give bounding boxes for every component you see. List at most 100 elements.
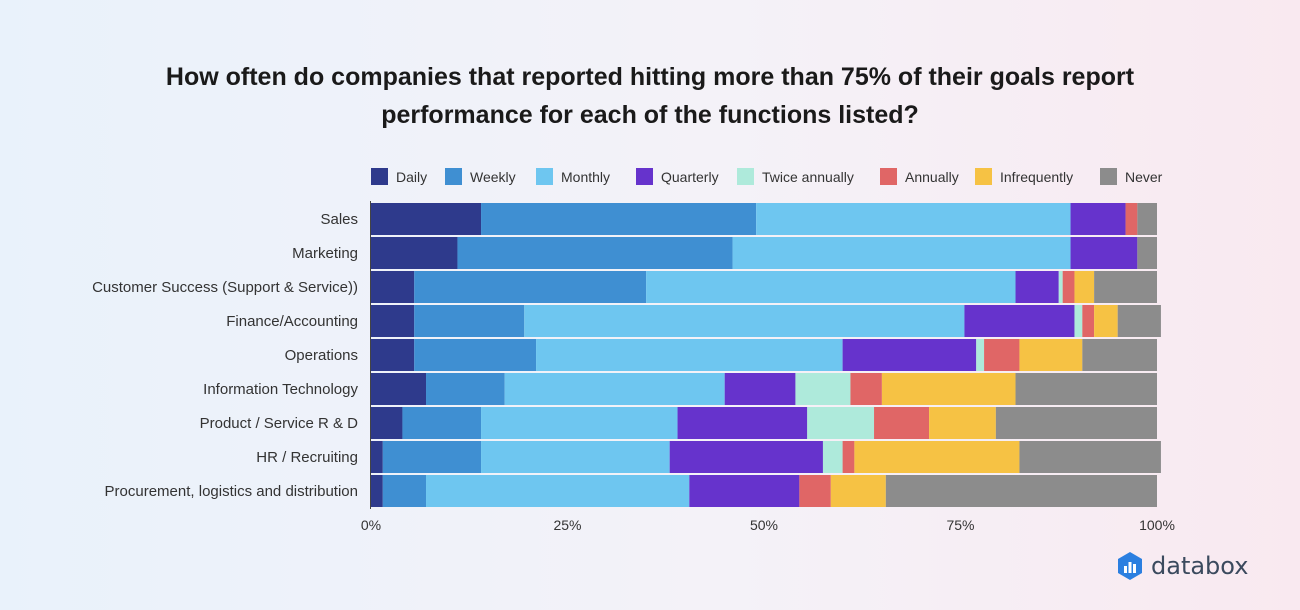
bar-segment-quarterly	[1070, 203, 1126, 235]
chart-title: How often do companies that reported hit…	[0, 58, 1300, 134]
bar-segment-monthly	[504, 373, 725, 405]
legend-label-annually: Annually	[905, 169, 959, 185]
legend-swatch-twice-annually	[737, 168, 754, 185]
category-label: Marketing	[292, 245, 358, 262]
x-tick-label: 75%	[946, 517, 974, 533]
bar-segment-quarterly	[1015, 271, 1059, 303]
bar-segment-quarterly	[669, 441, 823, 473]
bar-segment-never	[1094, 271, 1157, 303]
bar-segment-quarterly	[964, 305, 1075, 337]
bar-segment-twice-annually	[976, 339, 985, 371]
bar-segment-never	[1082, 339, 1157, 371]
bar-segment-twice-annually	[795, 373, 851, 405]
x-tick-label: 25%	[553, 517, 581, 533]
bar-segment-daily	[371, 339, 415, 371]
category-label: Procurement, logistics and distribution	[105, 483, 358, 500]
bar-segment-weekly	[414, 339, 537, 371]
bar-segment-weekly	[382, 441, 482, 473]
category-label: Sales	[320, 211, 358, 228]
bar-segment-infrequently	[854, 441, 1020, 473]
bar-segment-infrequently	[929, 407, 996, 439]
legend-swatch-weekly	[445, 168, 462, 185]
legend-label-monthly: Monthly	[561, 169, 610, 185]
bar-segment-annually	[874, 407, 930, 439]
legend-label-infrequently: Infrequently	[1000, 169, 1073, 185]
databox-logo: databox	[1116, 550, 1248, 582]
bar-segment-infrequently	[1019, 339, 1083, 371]
category-label: Information Technology	[203, 381, 358, 398]
bar-segment-daily	[371, 305, 415, 337]
bar-segment-twice-annually	[822, 441, 843, 473]
bar-segment-twice-annually	[1074, 305, 1083, 337]
bar-segment-daily	[371, 237, 458, 269]
bar-segment-never	[1137, 203, 1157, 235]
databox-icon	[1118, 552, 1142, 580]
bar-segment-weekly	[457, 237, 733, 269]
bar-segment-weekly	[426, 373, 505, 405]
bar-segment-infrequently	[1094, 305, 1118, 337]
bar-segment-monthly	[536, 339, 843, 371]
category-label: Product / Service R & D	[200, 415, 359, 432]
bar-segment-daily	[371, 475, 383, 507]
bar-segment-daily	[371, 373, 427, 405]
bar-segment-quarterly	[724, 373, 796, 405]
bar-segment-infrequently	[1074, 271, 1095, 303]
bar-segment-monthly	[756, 203, 1071, 235]
bar-segment-weekly	[382, 475, 427, 507]
x-tick-label: 0%	[361, 517, 381, 533]
category-label: Operations	[285, 347, 358, 364]
x-tick-label: 100%	[1139, 517, 1175, 533]
bar-segment-annually	[984, 339, 1020, 371]
legend-label-twice-annually: Twice annually	[762, 169, 854, 185]
bar-segment-never	[1019, 441, 1161, 473]
chart-title-line-2: performance for each of the functions li…	[381, 101, 919, 129]
category-label: Finance/Accounting	[226, 313, 358, 330]
bar-segment-annually	[1082, 305, 1095, 337]
bar-segment-quarterly	[1070, 237, 1138, 269]
legend-label-quarterly: Quarterly	[661, 169, 719, 185]
bar-segment-annually	[799, 475, 831, 507]
bar-segment-never	[1015, 373, 1157, 405]
bar-segment-twice-annually	[807, 407, 875, 439]
bar-segment-monthly	[481, 441, 670, 473]
bar-segment-annually	[1062, 271, 1075, 303]
legend-label-weekly: Weekly	[470, 169, 516, 185]
bar-segment-daily	[371, 407, 403, 439]
bar-segment-quarterly	[842, 339, 977, 371]
bar-segment-monthly	[426, 475, 690, 507]
bar-segment-never	[885, 475, 1157, 507]
bar-segment-weekly	[402, 407, 482, 439]
bar-segment-infrequently	[830, 475, 886, 507]
legend-swatch-infrequently	[975, 168, 992, 185]
bar-segment-never	[995, 407, 1157, 439]
bar-segment-monthly	[481, 407, 678, 439]
bar-segment-never	[1137, 237, 1157, 269]
category-label: HR / Recruiting	[256, 449, 358, 466]
bar-segment-quarterly	[689, 475, 800, 507]
bar-segment-quarterly	[677, 407, 808, 439]
bar-segment-monthly	[732, 237, 1071, 269]
legend-label-daily: Daily	[396, 169, 427, 185]
bar-segment-annually	[1125, 203, 1138, 235]
brand-name: databox	[1151, 552, 1249, 580]
bar-segment-daily	[371, 271, 415, 303]
legend-swatch-never	[1100, 168, 1117, 185]
bar-segment-daily	[371, 441, 383, 473]
legend-swatch-quarterly	[636, 168, 653, 185]
category-label: Customer Success (Support & Service))	[92, 279, 358, 296]
legend-swatch-monthly	[536, 168, 553, 185]
bar-segment-monthly	[524, 305, 965, 337]
bar-segment-never	[1117, 305, 1161, 337]
bar-segment-weekly	[481, 203, 757, 235]
bar-segment-weekly	[414, 305, 525, 337]
chart-title-line-1: How often do companies that reported hit…	[165, 63, 1135, 91]
bar-segment-twice-annually	[1058, 271, 1063, 303]
bar-segment-annually	[842, 441, 855, 473]
bar-segment-annually	[850, 373, 882, 405]
legend-label-never: Never	[1125, 169, 1163, 185]
bar-segment-daily	[371, 203, 482, 235]
legend-swatch-annually	[880, 168, 897, 185]
legend-swatch-daily	[371, 168, 388, 185]
